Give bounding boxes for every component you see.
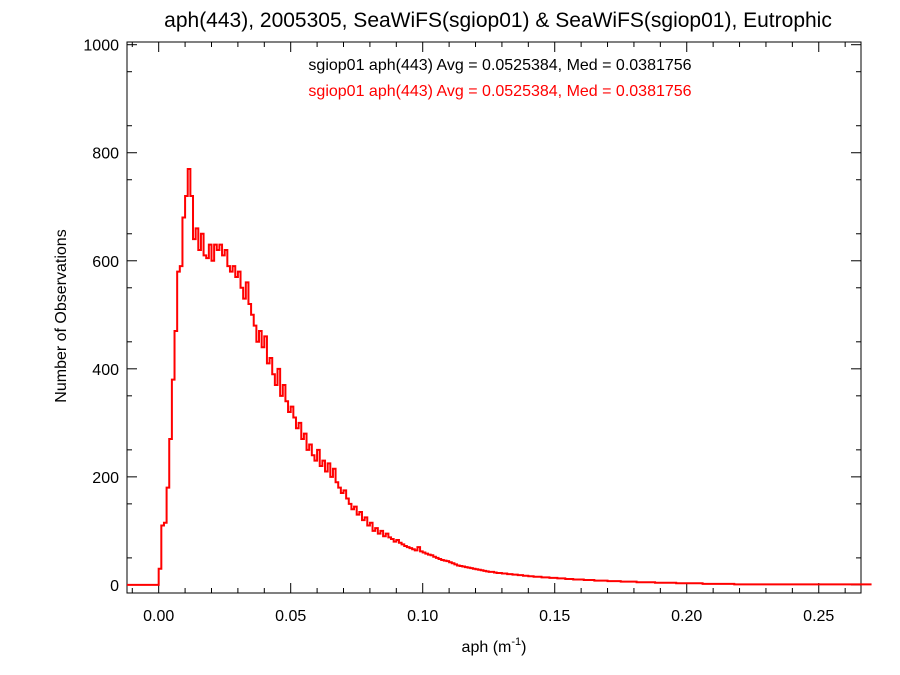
x-tick-label: 0.25 <box>803 608 834 625</box>
x-tick-label: 0.05 <box>275 608 306 625</box>
annotation-red: sgiop01 aph(443) Avg = 0.0525384, Med = … <box>308 83 691 100</box>
x-tick-label: 0.15 <box>539 608 570 625</box>
y-tick-label: 800 <box>92 146 119 163</box>
y-axis-label: Number of Observations <box>53 229 70 402</box>
annotation-black: sgiop01 aph(443) Avg = 0.0525384, Med = … <box>308 57 691 74</box>
y-tick-label: 200 <box>92 470 119 487</box>
y-tick-label: 400 <box>92 362 119 379</box>
y-tick-label: 600 <box>92 254 119 271</box>
x-axis-label-sup: -1 <box>511 636 521 648</box>
y-tick-label: 0 <box>110 578 119 595</box>
x-axis-label-base: aph (m <box>462 639 512 656</box>
y-tick-label: 1000 <box>83 38 119 55</box>
axis-tick-labels: 0.00 0.05 0.10 0.15 0.20 0.25 0 200 400 600 800 100… <box>83 38 834 625</box>
series-step-line <box>127 167 872 586</box>
x-tick-label: 0.20 <box>671 608 702 625</box>
plot-frame <box>126 41 862 594</box>
axis-ticks <box>127 42 861 593</box>
x-axis-label-tail: ) <box>521 639 526 656</box>
x-tick-label: 0.10 <box>407 608 438 625</box>
x-tick-label: 0.00 <box>143 608 174 625</box>
x-axis-label: aph (m-1) <box>462 636 527 656</box>
chart-title: aph(443), 2005305, SeaWiFS(sgiop01) & Se… <box>164 9 832 32</box>
